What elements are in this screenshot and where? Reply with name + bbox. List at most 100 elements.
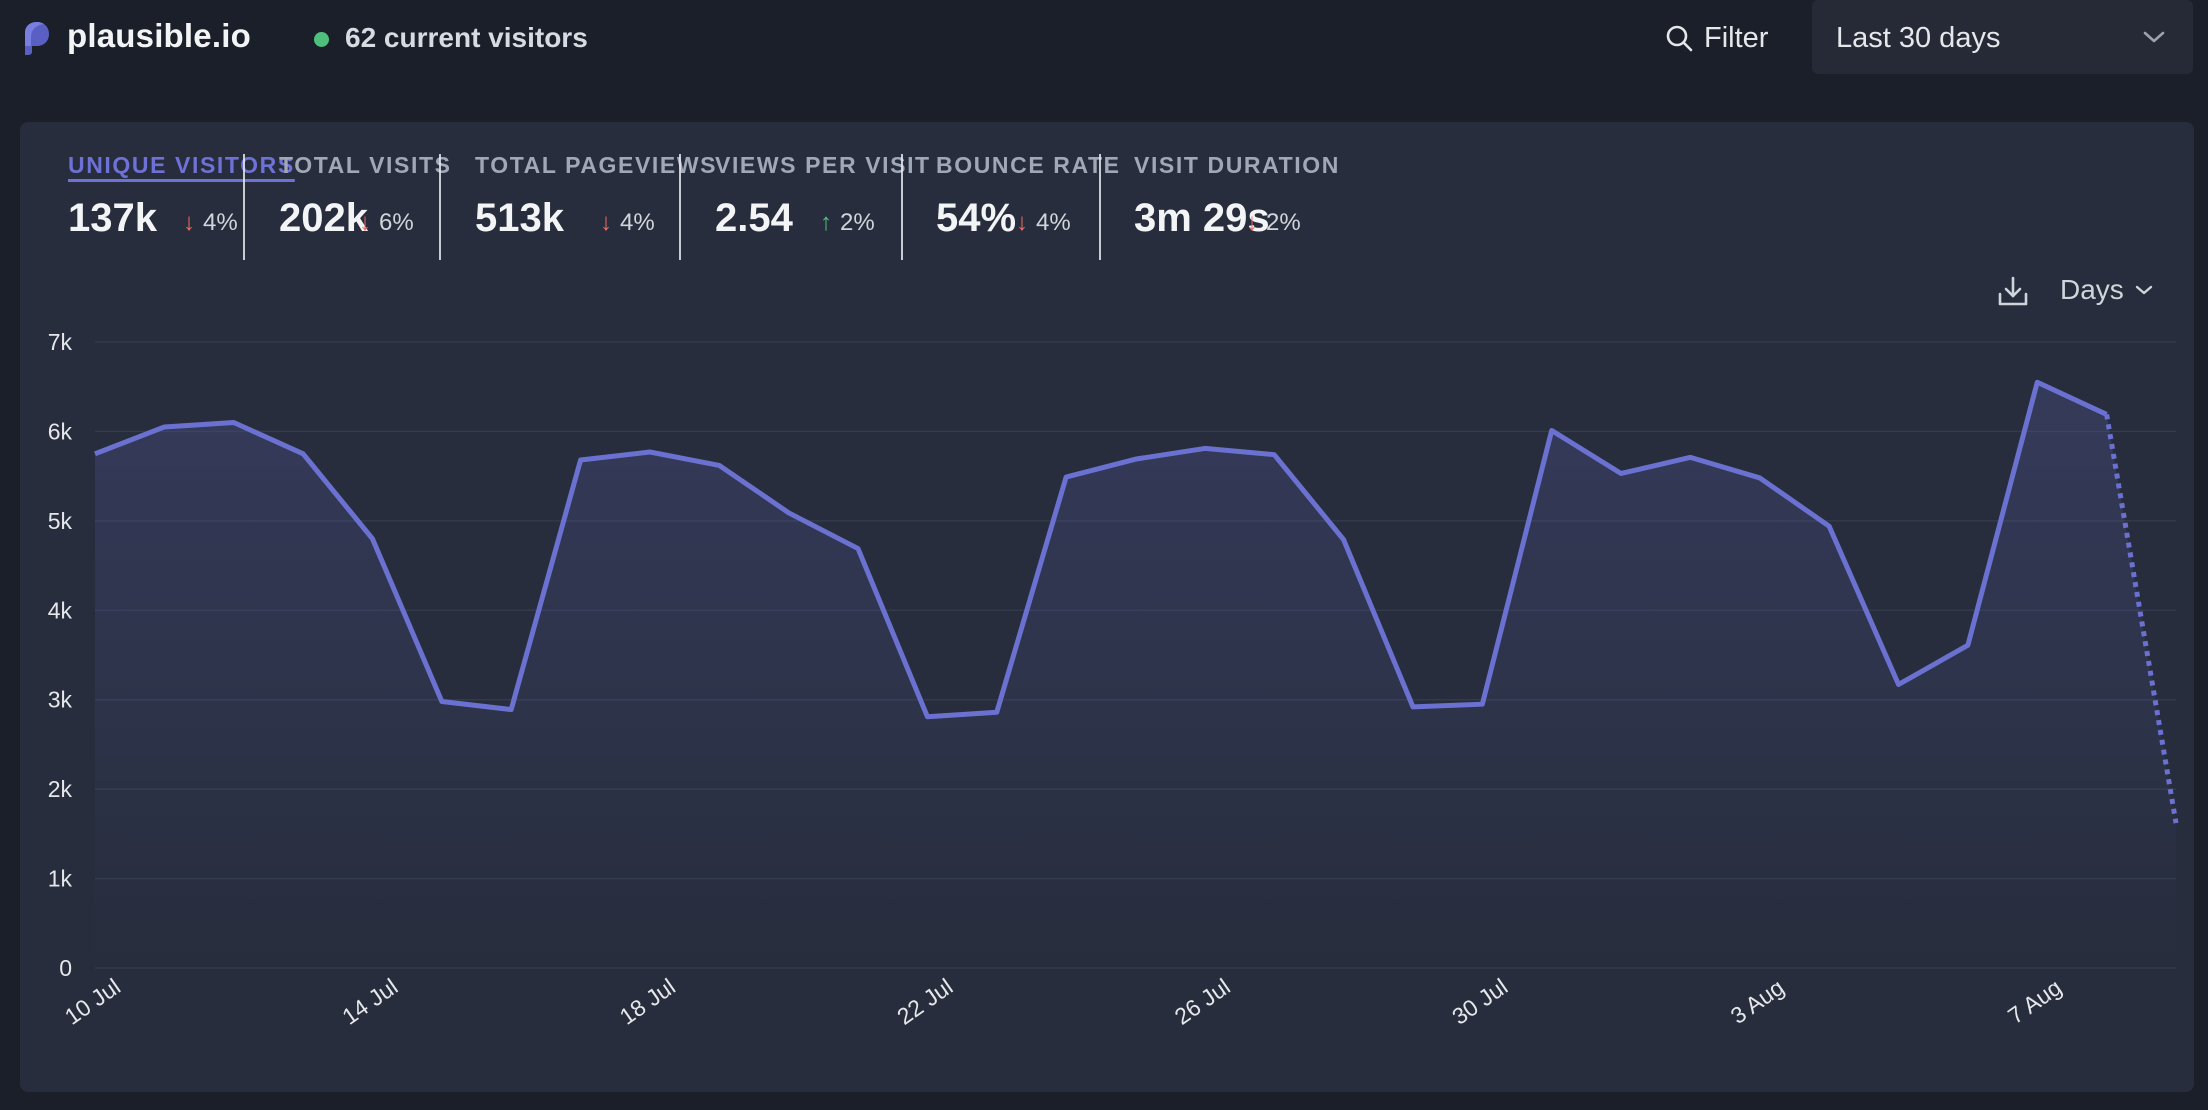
stat-divider	[1099, 154, 1101, 260]
data-point[interactable]	[228, 416, 240, 428]
stat-divider	[243, 154, 245, 260]
data-point[interactable]	[1130, 453, 1142, 465]
arrow-down-icon: ↓	[359, 209, 371, 236]
current-visitors[interactable]: 62 current visitors	[345, 22, 588, 53]
arrow-down-icon: ↓	[183, 209, 195, 236]
arrow-down-icon: ↓	[1246, 209, 1258, 236]
stat-label: UNIQUE VISITORS	[68, 152, 295, 178]
data-point[interactable]	[297, 448, 309, 460]
top-bar: plausible.io 62 current visitors Filter …	[0, 0, 2208, 76]
y-tick-label: 5k	[48, 508, 73, 534]
data-point[interactable]	[1407, 701, 1419, 713]
stat-value: 2.54	[715, 196, 793, 240]
download-icon[interactable]	[1996, 274, 2030, 308]
plausible-logo-icon[interactable]	[22, 20, 52, 56]
data-point[interactable]	[644, 446, 656, 458]
stat-label: TOTAL VISITS	[279, 152, 452, 178]
data-point[interactable]	[575, 454, 587, 466]
data-point[interactable]	[2101, 408, 2113, 420]
data-point[interactable]	[783, 507, 795, 519]
data-point[interactable]	[1684, 451, 1696, 463]
data-point[interactable]	[505, 704, 517, 716]
y-tick-label: 3k	[48, 687, 73, 713]
interval-label: Days	[2060, 274, 2124, 305]
arrow-down-icon: ↓	[1016, 209, 1028, 236]
x-tick-label: 3 Aug	[1726, 974, 1789, 1029]
x-tick-label: 26 Jul	[1170, 973, 1235, 1030]
data-point[interactable]	[1823, 520, 1835, 532]
x-tick-label: 14 Jul	[337, 973, 402, 1030]
stat-value: 54%	[936, 196, 1017, 240]
data-point[interactable]	[1476, 698, 1488, 710]
x-tick-label: 7 Aug	[2003, 974, 2066, 1029]
data-point[interactable]	[1546, 425, 1558, 437]
y-tick-label: 1k	[48, 866, 73, 892]
chevron-down-icon	[2143, 31, 2165, 43]
y-tick-label: 6k	[48, 418, 73, 444]
stat-change-value: 4%	[620, 209, 655, 236]
stat-change: ↓ 2%	[1246, 209, 1301, 237]
y-tick-label: 7k	[48, 329, 73, 355]
data-point[interactable]	[436, 696, 448, 708]
data-point[interactable]	[1060, 471, 1072, 483]
series-line	[94, 379, 2108, 720]
data-point[interactable]	[2031, 376, 2043, 388]
data-point[interactable]	[2170, 817, 2182, 829]
data-point[interactable]	[89, 448, 101, 460]
live-indicator-dot	[314, 32, 329, 47]
interval-select[interactable]: Days	[2060, 272, 2154, 308]
stat-label: VISIT DURATION	[1134, 152, 1340, 178]
stat-change: ↓ 4%	[183, 209, 238, 237]
data-point[interactable]	[921, 711, 933, 723]
stat-change-value: 2%	[1266, 209, 1301, 236]
x-tick-label: 22 Jul	[892, 973, 957, 1030]
y-tick-label: 4k	[48, 597, 73, 623]
period-label: Last 30 days	[1836, 22, 2001, 54]
stat-value: 137k	[68, 196, 157, 240]
y-tick-label: 2k	[48, 776, 73, 802]
visitors-line-chart: 0 1k 2k 3k 4k 5k 6k 7k 10 Jul 14 Jul 18 Jul 22 Jul…	[48, 329, 2182, 1030]
stat-change-value: 6%	[379, 209, 414, 236]
stat-divider	[901, 154, 903, 260]
stat-change-value: 2%	[840, 209, 875, 236]
stat-change: ↓ 6%	[359, 209, 414, 237]
data-point[interactable]	[366, 533, 378, 545]
data-point[interactable]	[1893, 679, 1905, 691]
stat-value: 202k	[279, 196, 368, 240]
stat-change: ↓ 4%	[1016, 209, 1071, 237]
brand-name[interactable]: plausible.io	[67, 17, 251, 54]
filter-button[interactable]: Filter	[1664, 16, 1768, 60]
stat-label: VIEWS PER VISIT	[715, 152, 931, 178]
stat-divider	[679, 154, 681, 260]
x-tick-label: 10 Jul	[60, 973, 125, 1030]
data-point[interactable]	[1615, 467, 1627, 479]
data-point[interactable]	[1962, 639, 1974, 651]
period-select[interactable]: Last 30 days	[1812, 0, 2193, 74]
stat-change: ↓ 4%	[600, 209, 655, 237]
data-point[interactable]	[1754, 472, 1766, 484]
x-tick-label: 30 Jul	[1447, 973, 1512, 1030]
stat-label: TOTAL PAGEVIEWS	[475, 152, 718, 178]
stat-change: ↑ 2%	[820, 209, 875, 237]
filter-label: Filter	[1704, 21, 1769, 54]
arrow-down-icon: ↓	[600, 209, 612, 236]
stat-value: 513k	[475, 196, 564, 240]
data-point[interactable]	[158, 421, 170, 433]
stat-change-value: 4%	[203, 209, 238, 236]
search-icon	[1666, 25, 1693, 52]
stat-value: 3m 29s	[1134, 196, 1270, 240]
arrow-up-icon: ↑	[820, 209, 832, 236]
stat-label: BOUNCE RATE	[936, 152, 1121, 178]
stat-change-value: 4%	[1036, 209, 1071, 236]
data-point[interactable]	[852, 543, 864, 555]
data-point[interactable]	[1199, 442, 1211, 454]
x-tick-label: 18 Jul	[615, 973, 680, 1030]
dashboard-panel: UNIQUE VISITORS 137k ↓ 4% TOTAL VISITS 202k ↓ 6…	[20, 122, 2194, 1092]
data-point[interactable]	[713, 459, 725, 471]
chevron-down-icon	[2135, 285, 2152, 295]
data-point[interactable]	[991, 706, 1003, 718]
data-point[interactable]	[1268, 449, 1280, 461]
chart-area-fill	[95, 382, 2176, 968]
y-tick-label: 0	[59, 955, 72, 981]
data-point[interactable]	[1338, 534, 1350, 546]
